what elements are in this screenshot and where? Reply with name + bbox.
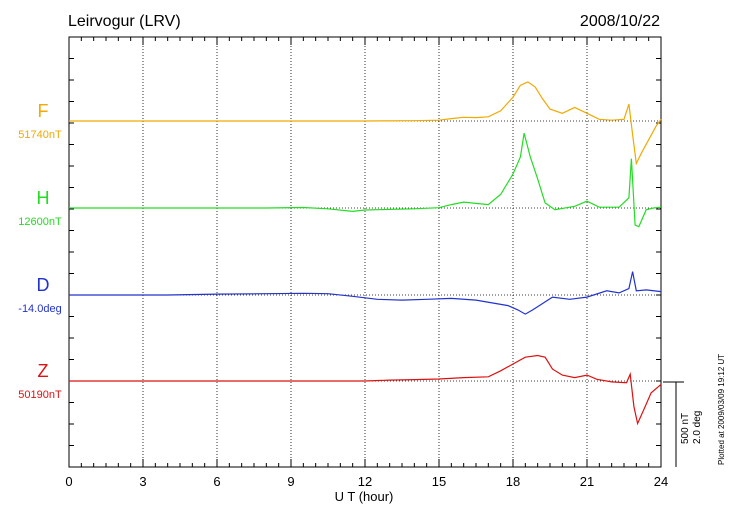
station-title: Leirvogur (LRV) — [68, 13, 181, 30]
x-tick-label: 3 — [139, 474, 146, 489]
component-label-h: H — [37, 188, 50, 208]
x-tick-label: 24 — [654, 474, 668, 489]
scale-nt-label: 500 nT — [680, 413, 691, 444]
x-tick-label: 21 — [580, 474, 594, 489]
series-line-z — [69, 354, 662, 426]
baseline-value-z: 50190nT — [18, 389, 62, 401]
plotted-note: Plotted at 2009/03/09 19:12 UT — [717, 354, 726, 465]
series-line-f — [69, 81, 662, 166]
x-tick-label: 18 — [506, 474, 520, 489]
x-tick-label: 12 — [358, 474, 372, 489]
component-label-d: D — [37, 275, 50, 295]
x-axis-title: U T (hour) — [335, 489, 394, 504]
plot-frame — [68, 36, 662, 468]
component-label-z: Z — [38, 361, 49, 381]
axis-labels: 0 3 6 9 12 15 18 21 24 — [65, 474, 668, 489]
date-label: 2008/10/22 — [580, 13, 660, 30]
data-series: F 51740nT H 12600nT D -14.0deg Z 50190nT — [18, 81, 662, 426]
tick-marks — [68, 37, 662, 467]
x-tick-label: 0 — [65, 474, 72, 489]
baseline-value-d: -14.0deg — [18, 303, 61, 315]
series-line-d — [69, 271, 662, 315]
scale-deg-label: 2.0 deg — [692, 411, 703, 444]
baseline-value-h: 12600nT — [18, 216, 62, 228]
x-tick-label: 9 — [287, 474, 294, 489]
plot-border — [68, 36, 662, 468]
series-line-h — [69, 133, 662, 228]
component-label-f: F — [38, 101, 49, 121]
baseline-value-f: 51740nT — [18, 129, 62, 141]
grid-lines — [69, 37, 661, 467]
x-tick-label: 6 — [213, 474, 220, 489]
scale-bar: 500 nT 2.0 deg — [663, 381, 703, 467]
x-tick-label: 15 — [432, 474, 446, 489]
